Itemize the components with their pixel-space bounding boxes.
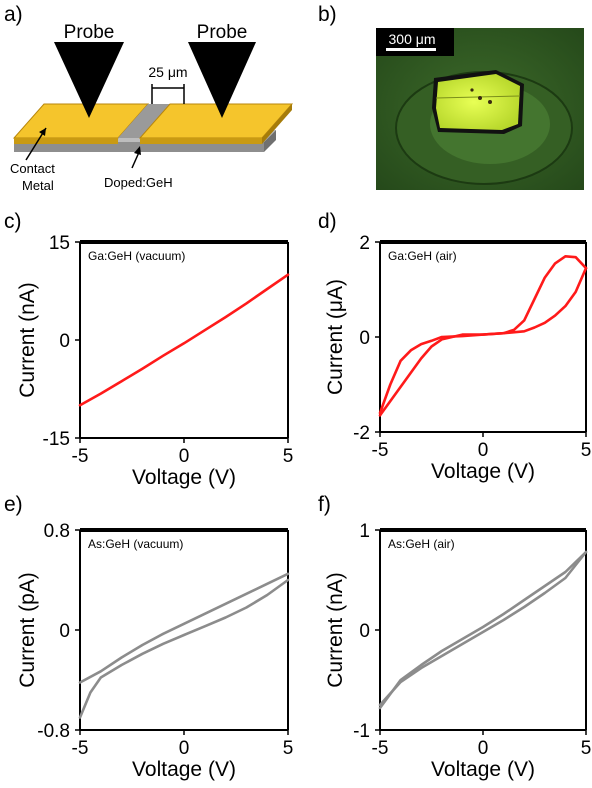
- chart-f-series-1: [378, 550, 588, 710]
- chart-c-y-label: Current (nA): [16, 282, 39, 398]
- chart-f-series-0: [378, 550, 588, 707]
- chart-f-y-tick-label: -1: [353, 721, 370, 742]
- scale-bar-label: 300 μm: [389, 31, 436, 47]
- chart-f-y-tick-label: 1: [359, 521, 370, 542]
- panel-letter-e: e): [4, 493, 23, 516]
- substrate-side: [264, 130, 276, 152]
- chart-c-x-label: Voltage (V): [132, 466, 236, 489]
- chart-d-annotation: Ga:GeH (air): [388, 249, 457, 263]
- chart-c-y-tick-label: -15: [43, 429, 70, 450]
- chart-e-x-tick-label: 5: [283, 738, 294, 759]
- probe-right-label: Probe: [197, 22, 248, 43]
- chart-f-x-tick-label: 0: [478, 738, 489, 759]
- crystal-flake: [436, 74, 520, 130]
- contact-arrowhead: [39, 128, 46, 136]
- panel-letter-a: a): [4, 3, 23, 26]
- right-contact-side: [262, 104, 292, 144]
- chart-e-series-1: [78, 578, 290, 719]
- contact-label-line2: Metal: [22, 178, 54, 193]
- panel-letter-b: b): [318, 3, 337, 26]
- device-schematic: Probe Probe 25 μm Contact Metal Doped:Ge…: [10, 22, 294, 193]
- right-contact-front: [140, 138, 262, 144]
- contact-label-line1: Contact: [10, 161, 55, 176]
- chart-f-y-tick-label: 0: [359, 621, 370, 642]
- crystal-defect: [478, 96, 482, 100]
- chart-e-x-tick-label: -5: [72, 738, 89, 759]
- chart-d-y-tick-label: 2: [359, 233, 370, 254]
- chart-e-y-tick-label: -0.8: [37, 721, 70, 742]
- chart-d-x-label: Voltage (V): [431, 460, 535, 483]
- chart-e-y-tick-label: 0: [59, 621, 70, 642]
- chart-d-series-1: [378, 266, 588, 417]
- doped-geh-channel: [118, 104, 170, 138]
- chart-f-x-label: Voltage (V): [431, 758, 535, 781]
- chart-c-x-tick-label: 5: [283, 446, 294, 467]
- chart-c-y-tick-label: 0: [59, 331, 70, 352]
- chart-f-x-tick-label: -5: [372, 738, 389, 759]
- probe-left-label: Probe: [64, 22, 115, 43]
- chart-c-y-tick-label: 15: [49, 233, 70, 254]
- chart-d-x-tick-label: -5: [372, 440, 389, 461]
- chart-e-y-label: Current (pA): [16, 572, 39, 688]
- chart-e-y-tick-label: 0.8: [44, 521, 70, 542]
- chart-f-y-label: Current (nA): [324, 572, 347, 688]
- chart-c-annotation: Ga:GeH (vacuum): [88, 249, 185, 263]
- crystal-defect: [470, 88, 474, 92]
- optical-micrograph: 300 μm: [376, 28, 584, 190]
- chart-e-annotation: As:GeH (vacuum): [88, 537, 183, 551]
- chart-d-y-label: Current (μA): [324, 279, 347, 395]
- left-probe-icon: [54, 42, 124, 118]
- crystal-crack: [435, 95, 521, 99]
- panel-letter-d: d): [318, 210, 337, 233]
- crystal-defect: [488, 100, 492, 104]
- scale-bar-box: [376, 28, 454, 56]
- chart-e-x-tick-label: 0: [179, 738, 190, 759]
- chart-d-y-tick-label: 0: [359, 328, 370, 349]
- chart-c-series-0: [78, 273, 290, 407]
- chart-d-x-tick-label: 5: [581, 440, 592, 461]
- chart-c-x-tick-label: -5: [72, 446, 89, 467]
- chart-d-x-tick-label: 0: [478, 440, 489, 461]
- doped-geh-label: Doped:GeH: [104, 175, 173, 190]
- scale-bar: [386, 48, 436, 51]
- doped-arrowhead: [134, 146, 141, 155]
- chart-c-x-tick-label: 0: [179, 446, 190, 467]
- chart-e-x-label: Voltage (V): [132, 758, 236, 781]
- chart-f-x-tick-label: 5: [581, 738, 592, 759]
- chart-d-y-tick-label: -2: [353, 423, 370, 444]
- panel-letter-f: f): [318, 493, 331, 516]
- panel-letter-c: c): [4, 210, 22, 233]
- chart-f-annotation: As:GeH (air): [388, 537, 455, 551]
- gap-width-label: 25 μm: [148, 64, 187, 80]
- left-contact-front: [14, 138, 118, 144]
- chart-e-series-0: [78, 572, 290, 684]
- right-probe-icon: [188, 42, 256, 118]
- substrate-front: [14, 142, 264, 152]
